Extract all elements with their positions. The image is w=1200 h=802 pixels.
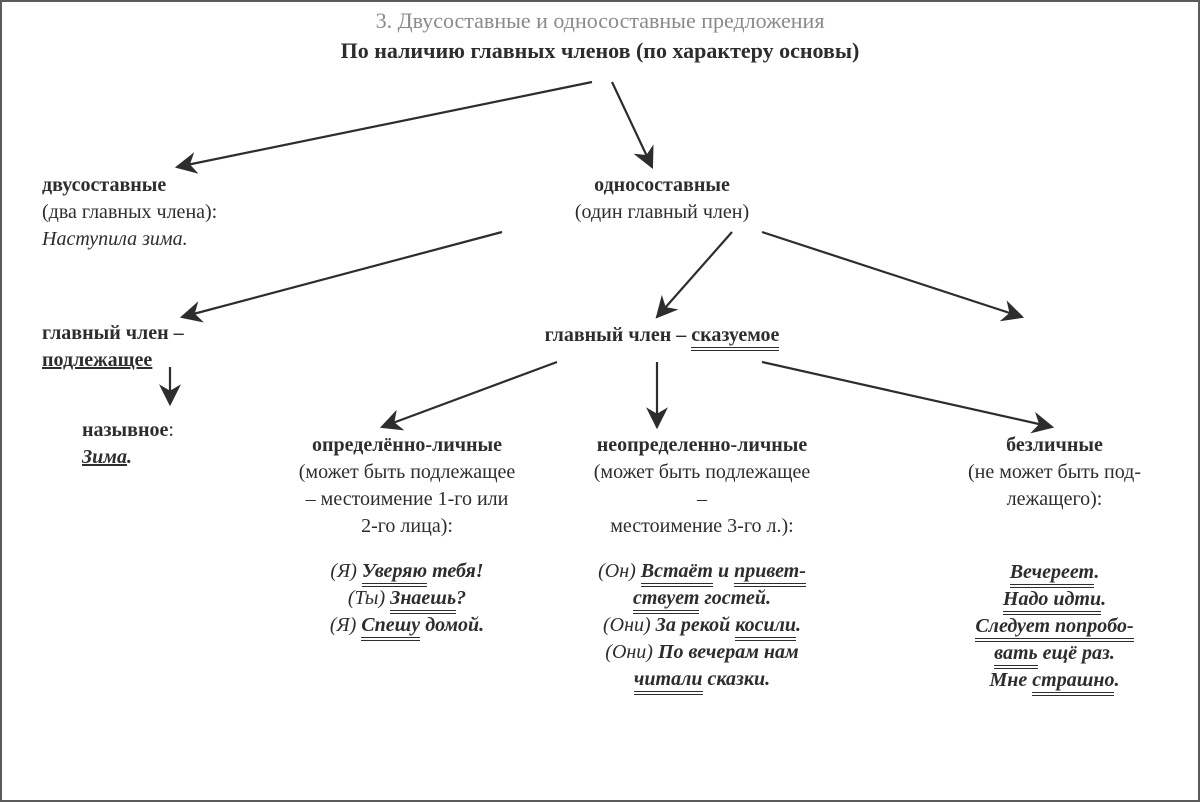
def-ex3-u: Спешу — [361, 614, 420, 641]
imp-ex1-tail: . — [1094, 561, 1099, 583]
node-two-part: двусоставные (два главных члена): Наступ… — [42, 172, 302, 253]
node-main-predicate: главный член – сказуемое — [492, 322, 832, 349]
section-title: 3. Двусоставные и односоставные предложе… — [24, 8, 1176, 34]
indef-note3: местоимение 3-го л.): — [557, 513, 847, 540]
ind-ex1-u1: Встаёт — [641, 560, 713, 587]
leaf-definite-personal: определённо-личные (может быть подлежаще… — [277, 432, 537, 639]
definite-note1: (может быть подлежащее — [277, 459, 537, 486]
indef-note1: (может быть подлежащее — [557, 459, 847, 486]
ind-ex3-tail1: По вечерам нам — [658, 641, 799, 663]
def-ex1-tail: тебя! — [427, 560, 483, 582]
imp-ex2-tail: . — [1101, 588, 1106, 610]
node-one-part: односоставные (один главный член) — [532, 172, 792, 226]
imp-ex3b-tail: ещё раз. — [1038, 642, 1115, 664]
def-ex1-u: Уверяю — [362, 560, 427, 587]
ind-ex1b-u: ствует — [633, 587, 699, 614]
one-part-note: (один главный член) — [532, 199, 792, 226]
main-predicate-word: сказуемое — [691, 324, 779, 351]
node-main-subject: главный член – подлежащее — [42, 320, 262, 374]
naming-example-tail: . — [127, 446, 132, 468]
impersonal-note2: лежащего): — [937, 486, 1172, 513]
ind-ex1-mid: и — [713, 560, 734, 582]
ind-ex2-u: косили — [735, 614, 796, 641]
leaf-indefinite-personal: неопределенно-личные (может быть подлежа… — [557, 432, 847, 693]
imp-ex1-u: Вечереет — [1010, 561, 1095, 588]
indef-title: неопределенно-личные — [557, 432, 847, 459]
ind-ex3-lead: (Они) — [605, 641, 658, 663]
main-predicate-prefix: главный член – — [545, 324, 692, 346]
def-ex3-lead: (Я) — [330, 614, 361, 636]
imp-ex3a-u: Следует попробо- — [975, 615, 1133, 642]
one-part-label: односоставные — [594, 174, 730, 196]
def-ex2-u: Знаешь — [390, 587, 456, 614]
impersonal-title: безличные — [937, 432, 1172, 459]
def-ex2-lead: (Ты) — [348, 587, 390, 609]
leaf-impersonal: безличные (не может быть под- лежащего):… — [937, 432, 1172, 694]
diagram-page: 3. Двусоставные и односоставные предложе… — [0, 0, 1200, 802]
ind-ex3b-u: читали — [634, 668, 703, 695]
ind-ex2-lead: (Они) — [603, 614, 656, 636]
imp-ex4-lead: Мне — [990, 669, 1033, 691]
ind-ex1-u2: привет- — [734, 560, 806, 587]
two-part-note: (два главных члена): — [42, 199, 302, 226]
two-part-example: Наступила зима. — [42, 226, 302, 253]
indef-note2: – — [557, 486, 847, 513]
naming-title: назывное — [82, 419, 168, 441]
def-ex3-tail: домой. — [420, 614, 484, 636]
main-subject-word: подлежащее — [42, 349, 152, 371]
section-subtitle: По наличию главных членов (по характеру … — [24, 38, 1176, 64]
impersonal-note1: (не может быть под- — [937, 459, 1172, 486]
definite-title: определённо-личные — [277, 432, 537, 459]
definite-note3: 2-го лица): — [277, 513, 537, 540]
def-ex1-lead: (Я) — [330, 560, 361, 582]
definite-note2: – местоимение 1-го или — [277, 486, 537, 513]
naming-colon: : — [168, 419, 174, 441]
imp-ex4-tail: . — [1114, 669, 1119, 691]
ind-ex2-tail2: . — [796, 614, 801, 636]
ind-ex2-tail1: За рекой — [656, 614, 736, 636]
main-subject-prefix: главный член – — [42, 322, 184, 344]
ind-ex3b-tail: сказки. — [703, 668, 771, 690]
ind-ex1b-tail: гостей. — [699, 587, 771, 609]
ind-ex1-lead: (Он) — [598, 560, 641, 582]
leaf-naming: назывное: Зима. — [82, 417, 252, 471]
def-ex2-tail: ? — [456, 587, 466, 609]
imp-ex3b-u: вать — [994, 642, 1038, 669]
imp-ex2-u: Надо идти — [1003, 588, 1101, 615]
naming-example: Зима — [82, 446, 127, 468]
imp-ex4-u: страшно — [1032, 669, 1114, 696]
two-part-label: двусоставные — [42, 174, 166, 196]
